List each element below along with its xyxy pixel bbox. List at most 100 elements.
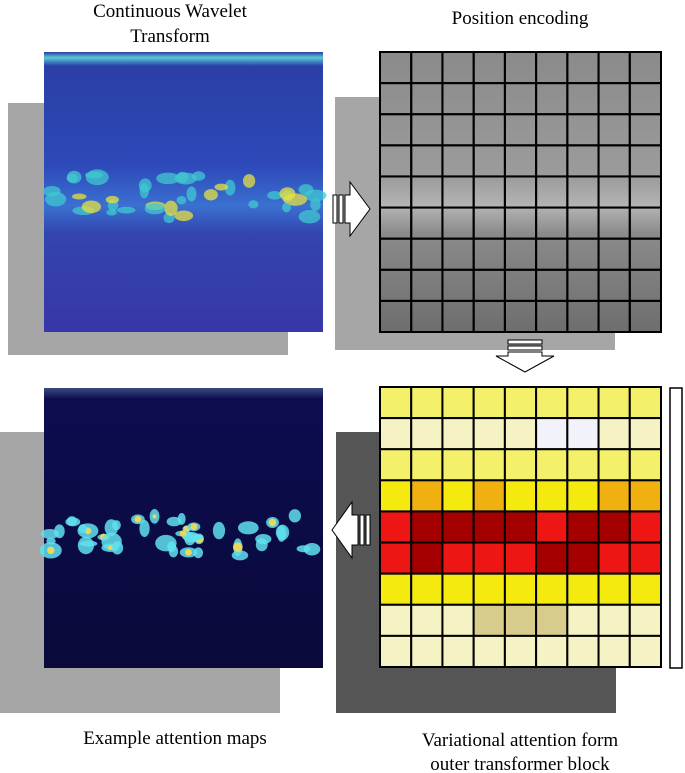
arrow-left: [331, 500, 371, 560]
panel-title: Position encoding: [452, 8, 589, 29]
attention-cell: [410, 386, 444, 420]
cwt-blob: [156, 172, 180, 185]
attention-cell: [628, 572, 662, 606]
attention-cell: [628, 510, 662, 544]
attention-cell: [535, 572, 569, 606]
attention-cell: [503, 417, 538, 451]
attention-blob: [177, 512, 186, 525]
cwt-blob: [44, 191, 67, 207]
attention-cell: [441, 572, 475, 606]
cwt-blob: [138, 178, 152, 193]
cwt-blob: [164, 200, 178, 216]
attention-cell: [628, 634, 662, 669]
attention-blob: [212, 521, 226, 540]
attention-cell: [628, 479, 662, 513]
attention-cell: [379, 386, 413, 420]
cwt-blob: [105, 195, 119, 204]
attention-cell: [441, 634, 475, 669]
attention-cell: [379, 541, 413, 575]
cwt-blob: [176, 196, 187, 205]
attention-blob: [66, 516, 77, 527]
cwt-blob: [298, 209, 321, 224]
attention-cell: [379, 634, 413, 669]
attention-cell: [597, 417, 631, 451]
attention-cell: [472, 386, 506, 420]
attention-cell: [410, 634, 444, 669]
attention-blob: [237, 521, 259, 535]
attention-cell: [472, 634, 506, 669]
attention-cell: [410, 510, 444, 544]
attention-cell: [472, 541, 506, 575]
attention-cell: [628, 417, 662, 451]
attention-cell: [410, 448, 444, 482]
panel-title: Transform: [130, 26, 210, 47]
attention-cell: [379, 417, 413, 451]
attention-cell: [503, 572, 538, 606]
cwt-blob: [224, 179, 236, 196]
attention-cell: [503, 448, 538, 482]
cwt-blob: [66, 173, 78, 183]
attention-cell: [566, 603, 600, 637]
patch-grid: [379, 51, 662, 333]
attention-cell: [566, 386, 600, 420]
panel-title: Example attention maps: [83, 728, 267, 749]
cwt-blob: [192, 171, 206, 181]
cwt-blob: [310, 198, 321, 212]
cwt-blob: [81, 200, 101, 214]
cwt-blob: [116, 206, 136, 214]
cwt-blob: [214, 183, 229, 191]
patch: [628, 299, 662, 333]
attention-cell: [410, 572, 444, 606]
attention-cell: [503, 479, 538, 513]
attention-cell: [472, 417, 506, 451]
panel-title: Variational attention form: [422, 730, 618, 751]
attention-cell: [379, 479, 413, 513]
attention-cell: [535, 479, 569, 513]
attention-features: [39, 508, 321, 561]
attention-blob: [167, 541, 176, 553]
attention-cell: [566, 572, 600, 606]
cwt-blob: [144, 203, 166, 215]
attention-cell: [441, 417, 475, 451]
attention-cell: [535, 386, 569, 420]
attention-cell: [503, 510, 538, 544]
attention-cell: [566, 448, 600, 482]
attention-cell: [472, 603, 506, 637]
panel-title: Continuous Wavelet: [93, 1, 248, 22]
attention-cell: [566, 479, 600, 513]
attention-peak: [185, 549, 192, 556]
attention-blob: [40, 529, 60, 539]
attention-cell: [472, 510, 506, 544]
attention-cell: [441, 386, 475, 420]
attention-cell: [597, 386, 631, 420]
cwt-blob: [283, 193, 308, 206]
attention-cell: [628, 448, 662, 482]
attention-cell: [628, 603, 662, 637]
attention-cell: [597, 603, 631, 637]
cwt-blob: [304, 189, 327, 202]
attention-cell: [441, 448, 475, 482]
attention-blob: [275, 524, 290, 541]
attention-cell: [535, 510, 569, 544]
attention-cell: [535, 634, 569, 669]
attention-cell: [597, 479, 631, 513]
attention-cell: [503, 634, 538, 669]
attention-peak: [134, 515, 142, 523]
cwt-features: [43, 169, 327, 224]
attention-peak: [47, 546, 55, 555]
attention-cell: [597, 541, 631, 575]
cwt-blob: [71, 193, 87, 200]
arrow-right: [332, 180, 371, 238]
attention-cell: [410, 479, 444, 513]
cwt-blob: [267, 190, 283, 200]
attention-cell: [535, 448, 569, 482]
attention-cell: [410, 541, 444, 575]
attention-cell: [441, 541, 475, 575]
cwt-blob: [106, 209, 117, 216]
attention-cell: [566, 417, 600, 451]
panel-title: outer transformer block: [430, 754, 610, 773]
attention-cell: [535, 541, 569, 575]
attention-cell: [503, 541, 538, 575]
attention-cell: [566, 510, 600, 544]
position-encoding-image: [380, 52, 661, 332]
